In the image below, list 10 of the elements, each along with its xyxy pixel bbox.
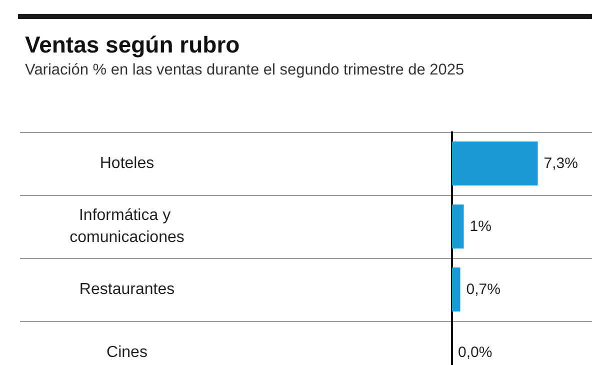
text: Variación % en las ventas durante el segundo trimestre de 2025 <box>25 62 464 78</box>
data-label: 0,7% <box>466 281 500 298</box>
y-tick-label: Cines <box>106 344 148 361</box>
data-label: 7,3% <box>544 155 578 172</box>
data-label: 0,0% <box>458 344 492 361</box>
y-tick-label: Informática y comunicaciones <box>70 207 184 246</box>
y-tick-label: Restaurantes <box>79 281 175 298</box>
y-tick-label: Hoteles <box>100 155 154 172</box>
data-label: 1% <box>470 218 492 235</box>
text: Ventas según rubro <box>25 32 240 58</box>
